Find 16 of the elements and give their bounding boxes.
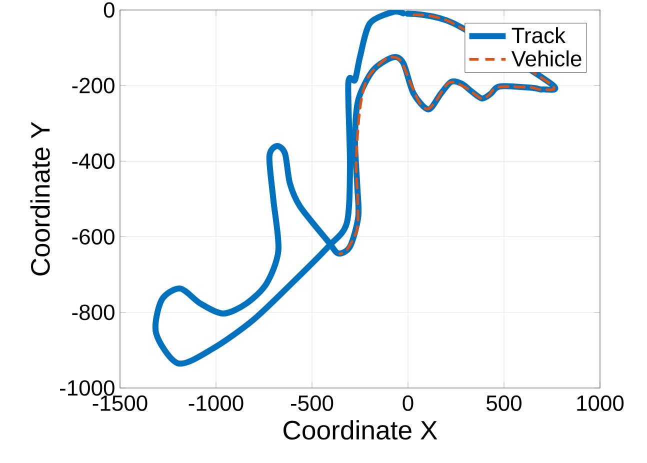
x-tick-label: 0 (402, 395, 414, 411)
y-tick-label: 0 (104, 2, 114, 18)
x-axis-title: Coordinate X (284, 420, 438, 440)
legend-label: Track (512, 27, 566, 44)
x-tick-label: -1000 (188, 395, 244, 411)
y-tick-label: -1000 (60, 380, 114, 396)
y-axis-title: Coordinate Y (30, 122, 50, 276)
x-tick-label: 500 (486, 395, 522, 411)
x-tick-label: -500 (290, 395, 334, 411)
y-tick-label: -600 (72, 228, 114, 245)
x-tick-label: 1000 (577, 395, 624, 411)
x-tick-label: -1500 (92, 395, 148, 411)
legend-label: Vehicle (511, 50, 582, 67)
y-tick-label: -400 (72, 153, 114, 169)
y-tick-label: -200 (72, 78, 114, 94)
y-tick-label: -800 (72, 304, 114, 320)
